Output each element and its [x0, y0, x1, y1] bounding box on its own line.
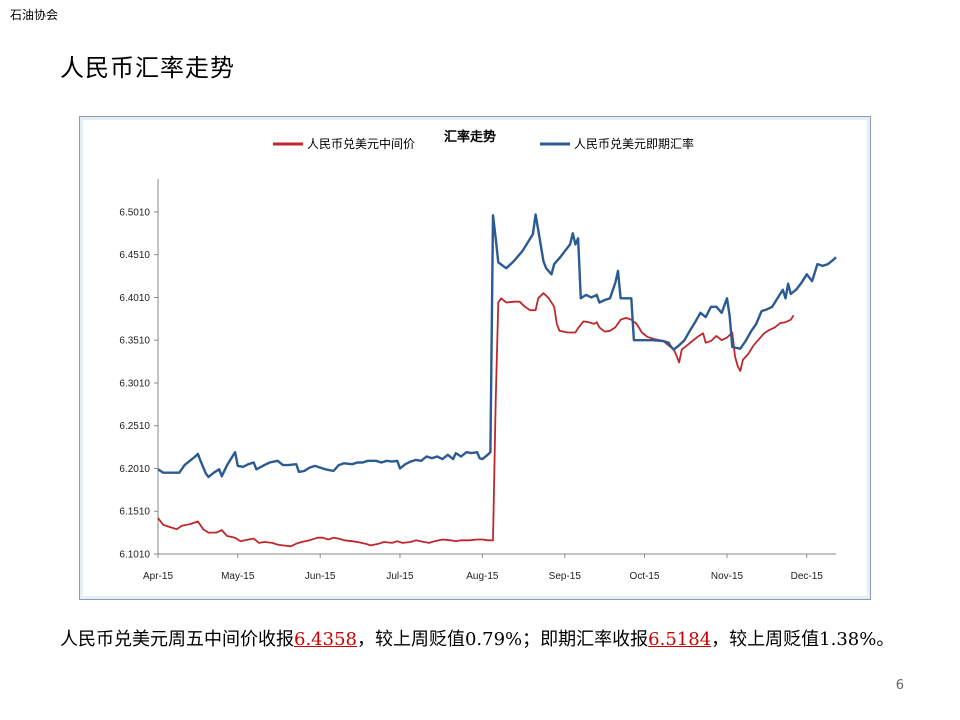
series-line-1: [157, 292, 795, 548]
x-tick-label: May-15: [221, 571, 255, 582]
y-tick-label: 6.1010: [119, 550, 150, 561]
x-tick-label: Jul-15: [386, 571, 414, 582]
y-tick-label: 6.2510: [119, 421, 150, 432]
organization-label: 石油协会: [10, 8, 59, 22]
series-group: [157, 213, 837, 548]
series-line-2: [157, 213, 837, 479]
x-tick-label: Oct-15: [630, 571, 660, 582]
slide-title: 人民币汇率走势: [60, 54, 235, 82]
summary-text: 人民币兑美元周五中间价收报6.4358，较上周贬值0.79%；即期汇率收报6.5…: [60, 626, 900, 654]
legend-label-2: 人民币兑美元即期汇率: [574, 136, 694, 151]
summary-part-2: ，较上周贬值0.79%；即期汇率收报: [356, 629, 649, 650]
y-tick-label: 6.3510: [119, 336, 150, 347]
x-tick-label: Jun-15: [305, 571, 336, 582]
y-tick-label: 6.4510: [119, 250, 150, 261]
summary-part-1: 人民币兑美元周五中间价收报: [60, 629, 294, 650]
legend-label-1: 人民币兑美元中间价: [307, 136, 415, 151]
central-parity-value: 6.4358: [294, 629, 357, 650]
y-tick-label: 6.5010: [119, 207, 150, 218]
summary-part-3: ，较上周贬值1.38%。: [711, 629, 895, 650]
y-tick-label: 6.1510: [119, 507, 150, 518]
y-tick-label: 6.4010: [119, 293, 150, 304]
x-tick-label: Nov-15: [711, 571, 744, 582]
x-tick-label: Aug-15: [466, 571, 499, 582]
legend: 人民币兑美元中间价 人民币兑美元即期汇率: [273, 136, 694, 151]
x-tick-label: Sep-15: [549, 571, 582, 582]
y-tick-label: 6.3010: [119, 378, 150, 389]
x-tick-label: Apr-15: [143, 571, 173, 582]
y-tick-label: 6.2010: [119, 464, 150, 475]
exchange-rate-chart: 汇率走势 人民币兑美元中间价 人民币兑美元即期汇率 6.1010 6.1510 6.2…: [79, 116, 871, 600]
page-number: 6: [895, 678, 904, 693]
x-tick-label: Dec-15: [791, 571, 824, 582]
chart-svg: 汇率走势 人民币兑美元中间价 人民币兑美元即期汇率 6.1010 6.1510 6.2…: [119, 129, 837, 582]
axes: 6.1010 6.1510 6.2010 6.2510 6.3010 6.3510 6.40…: [119, 179, 836, 582]
spot-rate-value: 6.5184: [648, 629, 712, 650]
chart-title: 汇率走势: [444, 129, 496, 145]
